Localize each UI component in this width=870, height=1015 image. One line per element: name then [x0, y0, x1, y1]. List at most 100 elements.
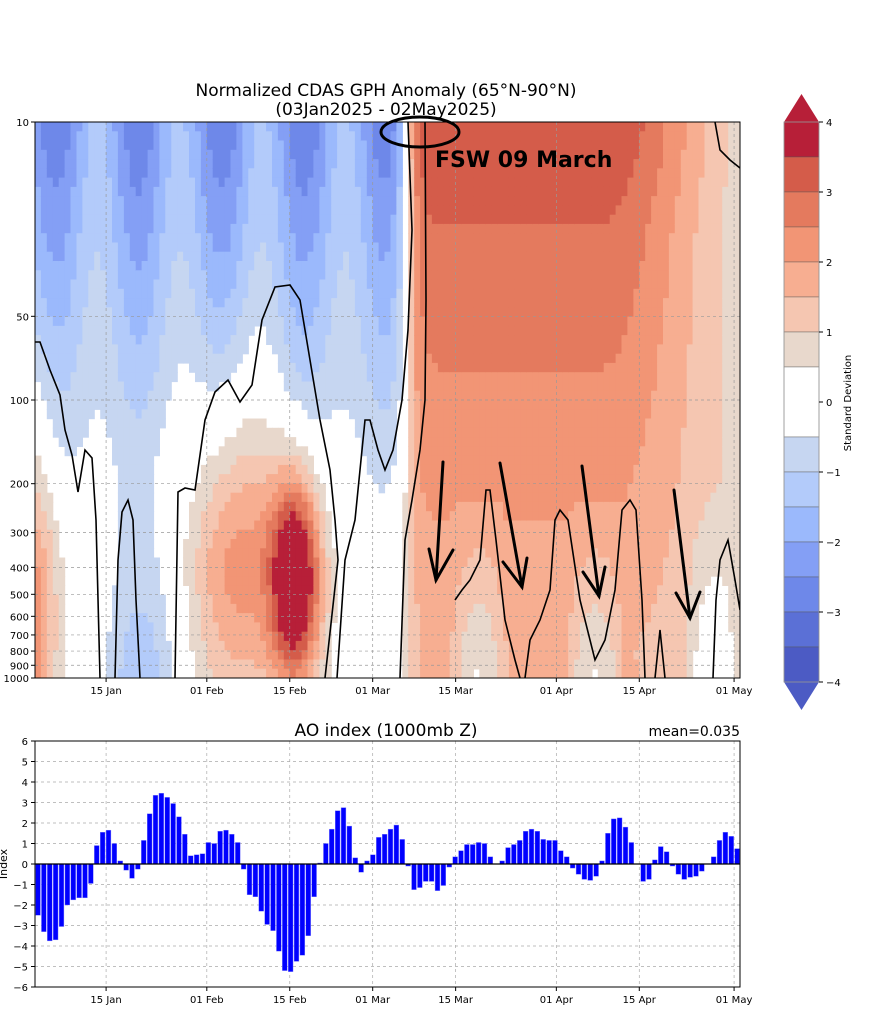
field-cell: [591, 492, 599, 503]
field-cell: [503, 390, 510, 401]
field-cell: [301, 529, 309, 540]
field-cell: [431, 622, 439, 633]
field-cell: [526, 418, 534, 429]
field-cell: [135, 613, 143, 623]
field-cell: [597, 548, 605, 559]
field-cell: [112, 427, 119, 438]
field-cell: [414, 613, 421, 623]
field-cell: [503, 233, 510, 244]
field-cell: [378, 344, 386, 355]
field-cell: [467, 251, 474, 262]
field-cell: [526, 409, 534, 420]
field-cell: [479, 362, 486, 373]
field-cell: [615, 205, 623, 216]
field-cell: [129, 511, 137, 522]
field-cell: [206, 520, 214, 531]
field-cell: [212, 270, 220, 281]
field-cell: [46, 261, 54, 271]
field-cell: [574, 177, 581, 188]
field-cell: [556, 205, 563, 216]
field-cell: [206, 631, 214, 642]
field-cell: [603, 548, 611, 559]
field-cell: [76, 298, 83, 308]
field-cell: [331, 159, 338, 169]
field-cell: [195, 270, 202, 281]
field-cell: [153, 270, 160, 281]
field-cell: [277, 557, 285, 568]
field-cell: [266, 520, 273, 531]
field-cell: [514, 483, 522, 494]
field-cell: [159, 177, 166, 188]
field-cell: [195, 316, 202, 327]
field-cell: [414, 659, 421, 670]
field-cell: [307, 131, 314, 142]
field-cell: [473, 409, 480, 420]
field-cell: [165, 668, 172, 678]
field-cell: [526, 242, 534, 253]
field-cell: [307, 168, 314, 179]
field-cell: [123, 279, 131, 290]
field-cell: [123, 251, 131, 262]
field-cell: [426, 223, 433, 234]
field-cell: [426, 122, 433, 132]
field-cell: [514, 186, 522, 197]
field-cell: [141, 594, 149, 605]
field-cell: [319, 353, 326, 364]
field-cell: [574, 492, 581, 503]
field-cell: [277, 353, 285, 364]
field-cell: [574, 168, 581, 179]
field-cell: [396, 149, 403, 160]
field-cell: [283, 501, 291, 512]
field-cell: [538, 474, 546, 484]
field-cell: [153, 631, 160, 642]
field-cell: [236, 307, 243, 318]
field-cell: [112, 177, 119, 188]
field-cell: [129, 298, 137, 308]
field-cell: [218, 659, 226, 670]
field-cell: [544, 501, 551, 512]
field-cell: [503, 242, 510, 253]
field-cell: [123, 196, 131, 206]
field-cell: [426, 251, 433, 262]
field-cell: [420, 566, 427, 577]
field-cell: [331, 566, 338, 577]
field-cell: [218, 594, 226, 605]
field-cell: [408, 427, 415, 438]
field-cell: [266, 539, 273, 549]
field-cell: [574, 539, 581, 549]
field-cell: [277, 668, 285, 678]
field-cell: [147, 557, 155, 568]
field-cell: [586, 279, 593, 290]
field-cell: [473, 279, 480, 290]
field-cell: [272, 659, 279, 670]
field-cell: [295, 622, 303, 633]
field-cell: [609, 511, 617, 522]
field-cell: [360, 344, 368, 355]
field-cell: [343, 335, 350, 345]
field-cell: [106, 427, 113, 438]
field-cell: [378, 149, 386, 160]
field-cell: [218, 307, 226, 318]
field-cell: [491, 446, 498, 457]
field-cell: [230, 446, 237, 457]
field-cell: [426, 501, 433, 512]
field-cell: [503, 149, 510, 160]
field-cell: [313, 242, 320, 253]
field-cell: [390, 214, 397, 225]
field-cell: [100, 400, 107, 410]
field-cell: [461, 427, 469, 438]
field-cell: [544, 483, 551, 494]
field-cell: [497, 242, 504, 253]
field-cell: [384, 362, 391, 373]
field-cell: [277, 298, 285, 308]
field-cell: [591, 594, 599, 605]
field-cell: [562, 335, 569, 345]
field-cell: [544, 613, 551, 623]
field-cell: [135, 335, 143, 345]
field-cell: [580, 298, 587, 308]
field-cell: [295, 149, 303, 160]
field-cell: [526, 270, 534, 281]
field-cell: [224, 316, 232, 327]
field-cell: [46, 390, 54, 401]
field-cell: [224, 511, 232, 522]
